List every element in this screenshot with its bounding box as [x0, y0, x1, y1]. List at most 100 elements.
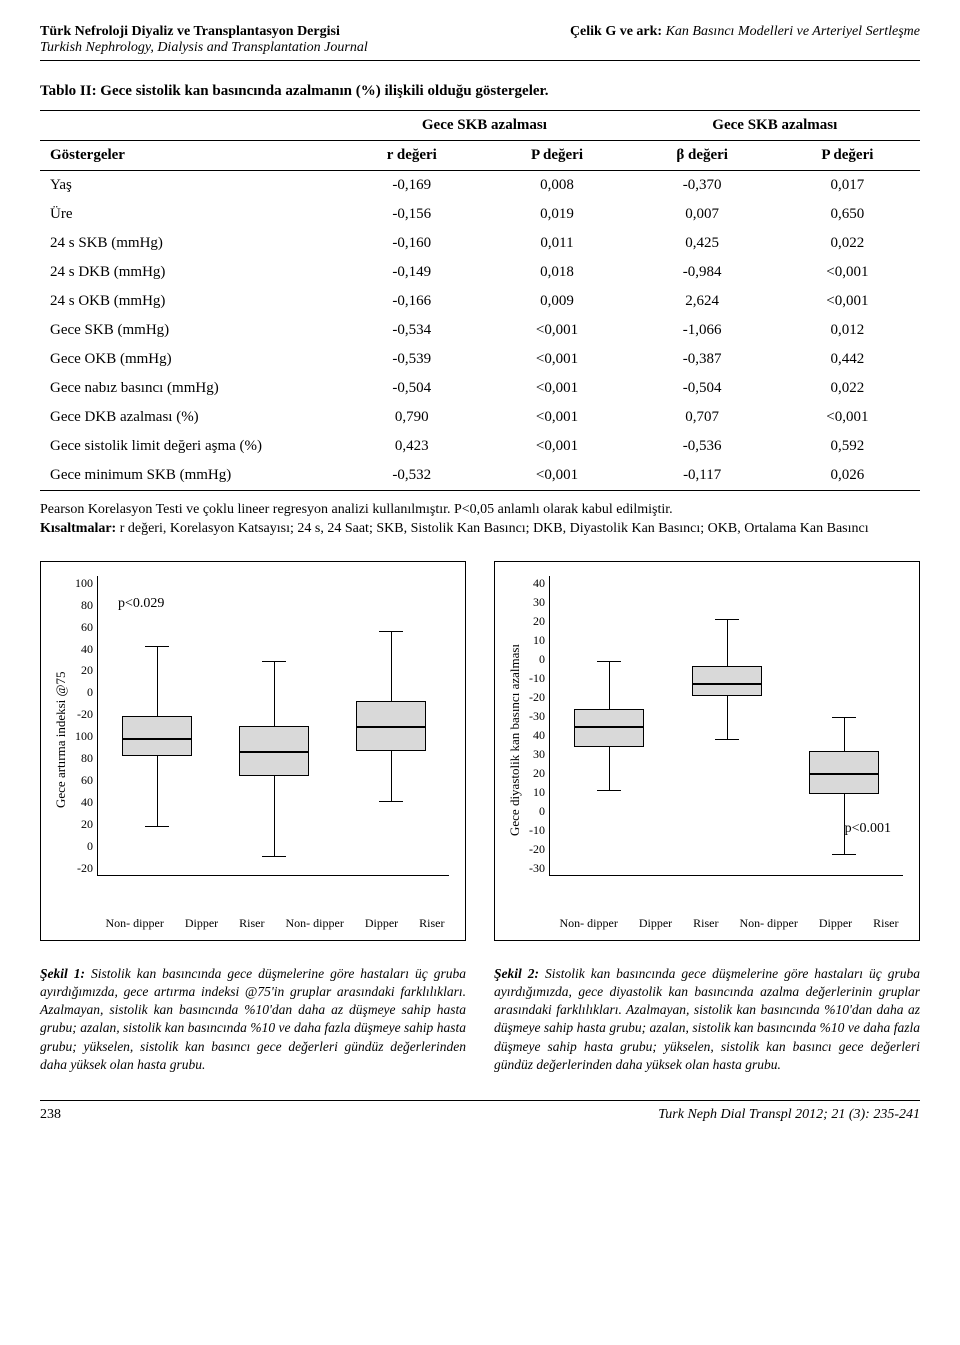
boxplot-box: [692, 576, 762, 876]
ytick-label: 20: [533, 614, 545, 629]
col-header-2: P değeri: [484, 141, 629, 171]
table-cell-value: <0,001: [484, 345, 629, 374]
table-cell-value: -0,504: [339, 374, 484, 403]
figure-2: Gece diyastolik kan basıncı azalması 403…: [494, 561, 920, 941]
fig1-ylabel: Gece artırma indeksi @75: [51, 570, 71, 910]
ytick-label: 100: [75, 576, 93, 591]
table-cell-value: 0,790: [339, 403, 484, 432]
group-header-2: Gece SKB azalması: [630, 111, 920, 141]
table-note-plain: Pearson Korelasyon Testi ve çoklu lineer…: [40, 502, 673, 517]
boxplot-box: [356, 576, 426, 876]
ytick-label: -20: [529, 842, 545, 857]
table-row: 24 s OKB (mmHg)-0,1660,0092,624<0,001: [40, 287, 920, 316]
boxplot-box: [574, 576, 644, 876]
table-cell-value: -0,370: [630, 171, 775, 201]
table-cell-label: 24 s SKB (mmHg): [40, 229, 339, 258]
table-cell-value: 0,707: [630, 403, 775, 432]
table-cell-value: -1,066: [630, 316, 775, 345]
col-header-3: β değeri: [630, 141, 775, 171]
ytick-label: -10: [529, 671, 545, 686]
caption-1-label: Şekil 1:: [40, 966, 85, 981]
journal-title-en: Turkish Nephrology, Dialysis and Transpl…: [40, 40, 368, 56]
table-cell-value: 2,624: [630, 287, 775, 316]
table-cell-value: 0,011: [484, 229, 629, 258]
table-cell-value: -0,539: [339, 345, 484, 374]
table-cell-value: 0,009: [484, 287, 629, 316]
table-row: Gece SKB (mmHg)-0,534<0,001-1,0660,012: [40, 316, 920, 345]
page-number: 238: [40, 1107, 61, 1123]
caption-1: Şekil 1: Sistolik kan basıncında gece dü…: [40, 965, 466, 1074]
ytick-label: 30: [533, 595, 545, 610]
authors-short: Çelik G ve ark:: [570, 24, 662, 39]
ytick-label: 100: [75, 729, 93, 744]
table-column-header-row: Göstergeler r değeri P değeri β değeri P…: [40, 141, 920, 171]
xtick-label: Non- dipper: [740, 916, 798, 931]
ytick-label: -20: [77, 861, 93, 876]
table-cell-value: -0,532: [339, 461, 484, 491]
xtick-label: Dipper: [365, 916, 398, 931]
header-rule: [40, 60, 920, 61]
xtick-label: Riser: [693, 916, 718, 931]
table-row: Gece sistolik limit değeri aşma (%)0,423…: [40, 432, 920, 461]
xtick-label: Dipper: [819, 916, 852, 931]
table-cell-value: 0,017: [775, 171, 920, 201]
table-cell-label: Yaş: [40, 171, 339, 201]
table-cell-value: <0,001: [484, 461, 629, 491]
table-ii: Gece SKB azalması Gece SKB azalması Göst…: [40, 110, 920, 491]
caption-2: Şekil 2: Sistolik kan basıncında gece dü…: [494, 965, 920, 1074]
journal-title-tr: Türk Nefroloji Diyaliz ve Transplantasyo…: [40, 24, 368, 40]
article-short-ref: Çelik G ve ark: Kan Basıncı Modelleri ve…: [570, 24, 920, 40]
col-header-4: P değeri: [775, 141, 920, 171]
table-cell-value: -0,984: [630, 258, 775, 287]
caption-2-label: Şekil 2:: [494, 966, 539, 981]
table-cell-label: 24 s OKB (mmHg): [40, 287, 339, 316]
xtick-label: Riser: [873, 916, 898, 931]
table-row: Gece nabız basıncı (mmHg)-0,504<0,001-0,…: [40, 374, 920, 403]
ytick-label: -30: [529, 861, 545, 876]
ytick-label: 80: [81, 751, 93, 766]
table-cell-value: 0,019: [484, 200, 629, 229]
table-cell-value: -0,504: [630, 374, 775, 403]
table-cell-label: Gece sistolik limit değeri aşma (%): [40, 432, 339, 461]
table-cell-value: <0,001: [775, 258, 920, 287]
fig2-plotarea: p<0.001: [549, 576, 903, 876]
table-note-abbr: r değeri, Korelasyon Katsayısı; 24 s, 24…: [116, 521, 868, 536]
xtick-label: Non- dipper: [106, 916, 164, 931]
ytick-label: 40: [81, 795, 93, 810]
footer-reference: Turk Neph Dial Transpl 2012; 21 (3): 235…: [658, 1107, 920, 1123]
table-cell-label: Gece nabız basıncı (mmHg): [40, 374, 339, 403]
table-cell-label: Gece SKB (mmHg): [40, 316, 339, 345]
table-row: Yaş-0,1690,008-0,3700,017: [40, 171, 920, 201]
fig2-xlabels: Non- dipperDipperRiserNon- dipperDipperR…: [549, 916, 909, 931]
ytick-label: 10: [533, 633, 545, 648]
table-cell-value: 0,022: [775, 374, 920, 403]
ytick-label: 40: [81, 642, 93, 657]
ytick-label: 20: [81, 663, 93, 678]
group-header-1: Gece SKB azalması: [339, 111, 629, 141]
table-cell-value: 0,022: [775, 229, 920, 258]
table-cell-value: <0,001: [484, 374, 629, 403]
table-cell-value: 0,442: [775, 345, 920, 374]
caption-1-text: Sistolik kan basıncında gece düşmelerine…: [40, 966, 466, 1072]
table-cell-value: 0,008: [484, 171, 629, 201]
table-row: 24 s SKB (mmHg)-0,1600,0110,4250,022: [40, 229, 920, 258]
xtick-label: Non- dipper: [560, 916, 618, 931]
ytick-label: -20: [77, 707, 93, 722]
table-cell-value: 0,012: [775, 316, 920, 345]
figures-row: Gece artırma indeksi @75 100 80 60 40 20 0 -20…: [40, 561, 920, 941]
table-cell-value: 0,592: [775, 432, 920, 461]
captions-row: Şekil 1: Sistolik kan basıncında gece dü…: [40, 965, 920, 1074]
xtick-label: Riser: [419, 916, 444, 931]
fig1-yticks: 100806040200-20100806040200-20: [71, 576, 97, 876]
table-cell-value: <0,001: [775, 403, 920, 432]
ytick-label: 60: [81, 620, 93, 635]
ytick-label: 0: [539, 804, 545, 819]
fig1-plotarea: p<0.029: [97, 576, 449, 876]
table-row: Gece OKB (mmHg)-0,539<0,001-0,3870,442: [40, 345, 920, 374]
ytick-label: -30: [529, 709, 545, 724]
boxplot-box: [809, 576, 879, 876]
xtick-label: Non- dipper: [286, 916, 344, 931]
table-cell-value: -0,536: [630, 432, 775, 461]
figure-1: Gece artırma indeksi @75 100806040200-20…: [40, 561, 466, 941]
table-group-header-row: Gece SKB azalması Gece SKB azalması: [40, 111, 920, 141]
